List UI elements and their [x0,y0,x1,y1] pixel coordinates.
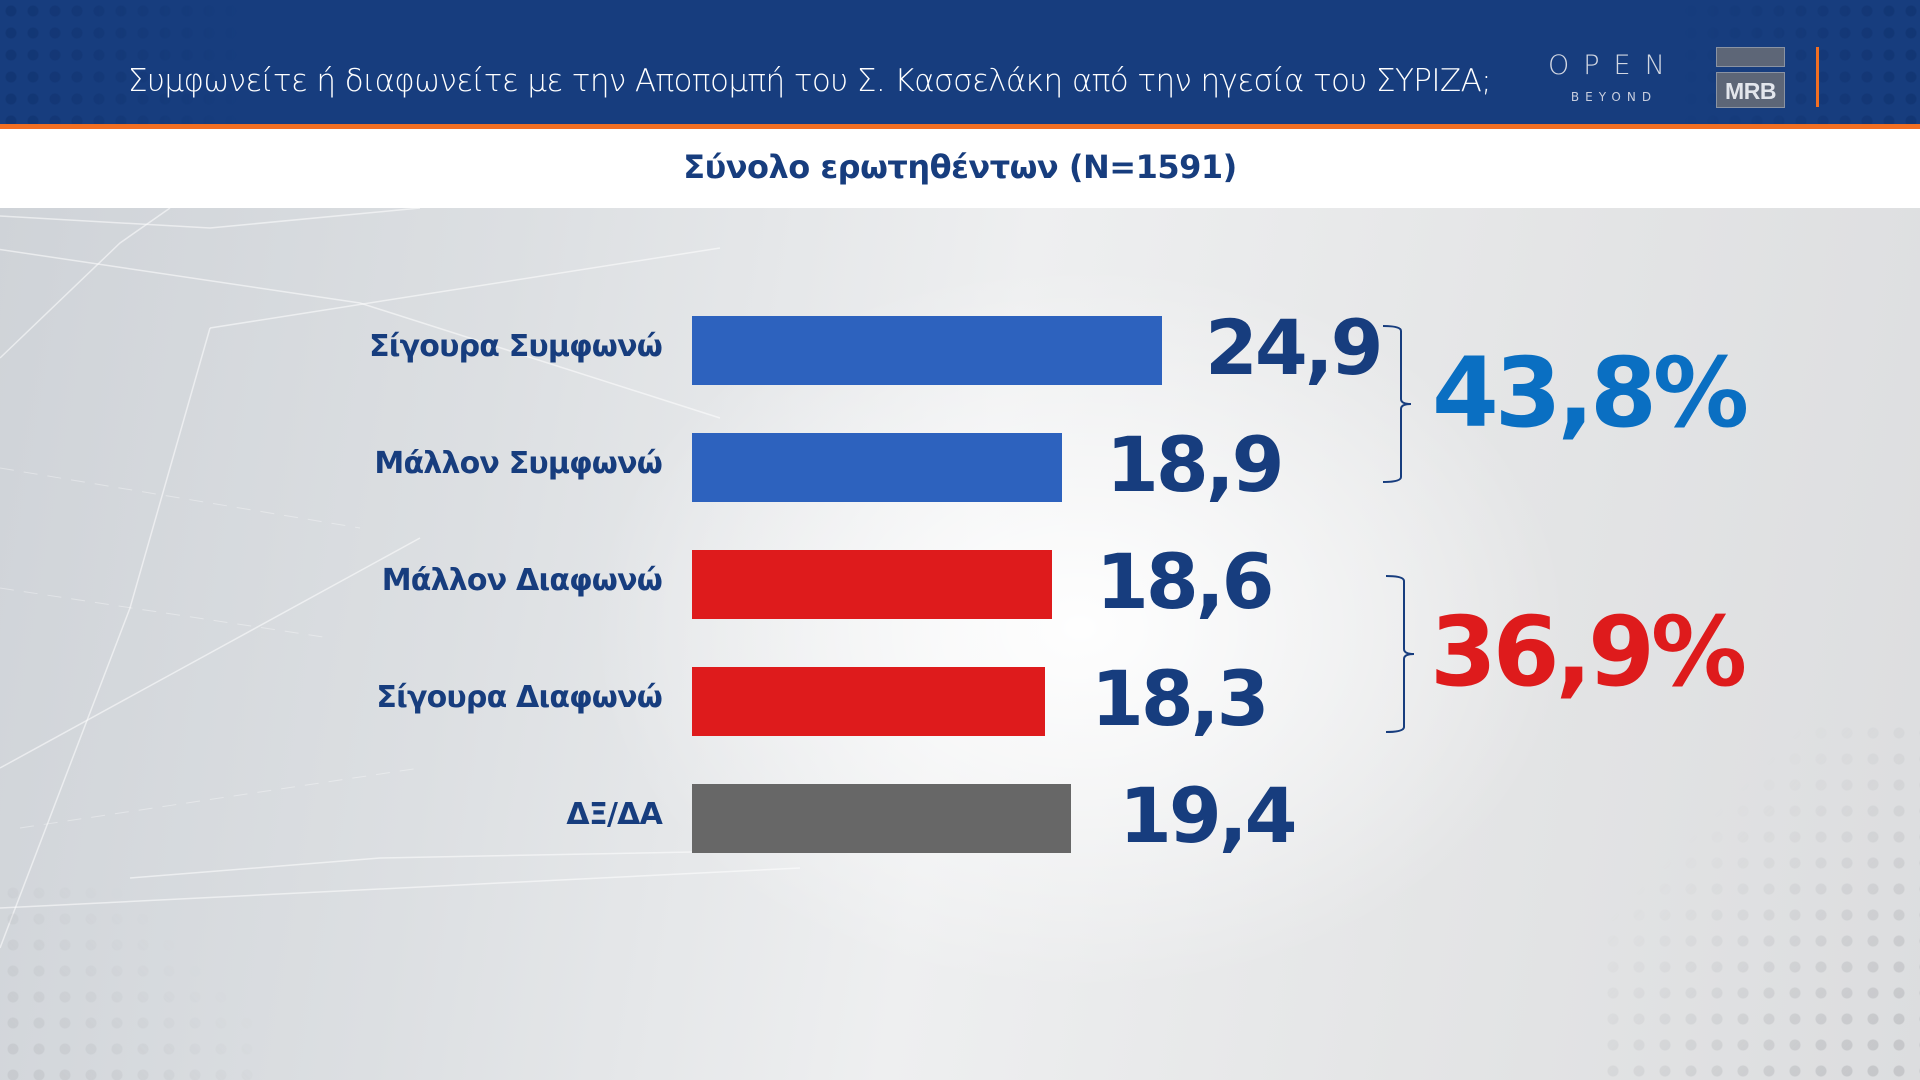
orange-accent-rule [0,124,1920,129]
bar-definitely-agree [692,316,1162,385]
open-beyond-logo: OPEN BEYOND [1548,52,1678,108]
value-label: 18,6 [1096,537,1275,626]
agree-group-bracket [1381,325,1417,485]
value-label: 19,4 [1119,771,1298,860]
header-divider [1816,47,1819,107]
category-label: Σίγουρα Διαφωνώ [376,680,662,715]
category-label: ΔΞ/ΔΑ [566,797,662,832]
agree-total: 43,8% [1432,337,1749,449]
disagree-group-bracket [1384,575,1420,735]
background-dot-pattern [0,880,260,1080]
subtitle-band: Σύνολο ερωτηθέντων (N=1591) [0,129,1920,208]
value-label: 18,3 [1091,654,1270,743]
mrb-logo: MRB [1716,47,1785,108]
background-geometric-lines [0,208,901,949]
bar-rather-disagree [692,550,1052,619]
right-brace-icon [1382,325,1412,483]
open-logo-word: OPEN [1548,50,1679,81]
sample-subtitle: Σύνολο ερωτηθέντων (N=1591) [683,148,1237,186]
question-title: Συμφωνείτε ή διαφωνείτε με την Αποπομπή … [128,63,1492,99]
chart-row: Σίγουρα Συμφωνώ 24,9 [0,308,1920,388]
chart-row: Μάλλον Διαφωνώ 18,6 [0,542,1920,622]
category-label: Μάλλον Συμφωνώ [374,446,662,481]
category-label: Μάλλον Διαφωνώ [381,563,663,598]
category-label: Σίγουρα Συμφωνώ [369,329,663,364]
mrb-logo-top-block [1716,47,1785,67]
chart-background [0,208,1920,1080]
header-bar: Συμφωνείτε ή διαφωνείτε με την Αποπομπή … [0,0,1920,124]
chart-row: Μάλλον Συμφωνώ 18,9 [0,425,1920,505]
open-logo-sub: BEYOND [1570,90,1658,104]
background-dot-pattern [1600,720,1920,1080]
mrb-logo-text: MRB [1716,72,1785,108]
chart-row: Σίγουρα Διαφωνώ 18,3 [0,659,1920,739]
value-label: 24,9 [1205,303,1384,392]
chart-row: ΔΞ/ΔΑ 19,4 [0,776,1920,856]
disagree-total: 36,9% [1430,596,1747,708]
bar-definitely-disagree [692,667,1045,736]
right-brace-icon [1385,575,1415,733]
header-dot-pattern [0,0,240,124]
bar-rather-agree [692,433,1062,502]
value-label: 18,9 [1106,420,1285,509]
bar-dont-know [692,784,1071,853]
